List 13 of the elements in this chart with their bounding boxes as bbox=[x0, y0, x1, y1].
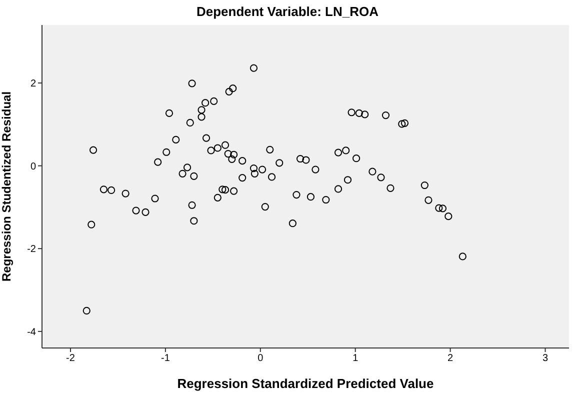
x-tick-label: -1 bbox=[160, 353, 170, 364]
y-tick-label: -4 bbox=[27, 326, 36, 338]
x-tick-label: 2 bbox=[448, 353, 454, 364]
y-tick-label: 0 bbox=[30, 161, 36, 172]
x-tick-label: 1 bbox=[352, 353, 359, 364]
y-axis-title: Regression Studentized Residual bbox=[0, 91, 14, 282]
y-tick-label: -2 bbox=[27, 244, 36, 256]
x-axis-title: Regression Standardized Predicted Value bbox=[177, 376, 434, 391]
chart-title: Dependent Variable: LN_ROA bbox=[195, 4, 380, 19]
x-tick-label: 3 bbox=[542, 353, 548, 364]
y-tick-label: 2 bbox=[30, 78, 36, 90]
x-tick-label: 0 bbox=[258, 353, 264, 364]
x-tick-label: -2 bbox=[66, 353, 76, 364]
